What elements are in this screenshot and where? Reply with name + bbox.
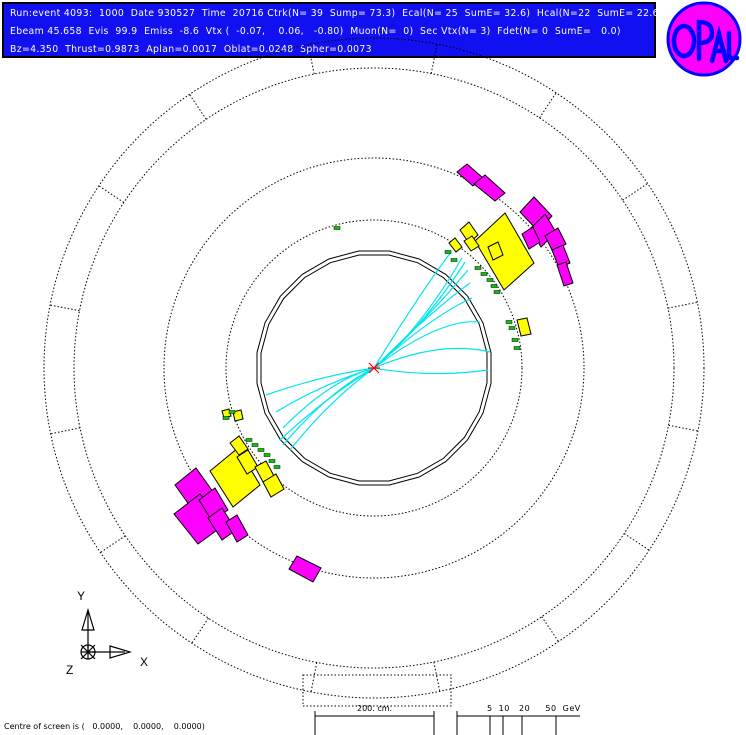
hit-marker xyxy=(474,266,482,270)
muon-ring-tick xyxy=(622,183,648,201)
event-info-panel: Run:event 4093: 1000 Date 930527 Time 20… xyxy=(2,2,663,58)
muon-ring-tick xyxy=(310,662,318,693)
muon-ring-tick xyxy=(430,43,438,74)
jet-chamber-inner xyxy=(260,254,488,482)
muon-ring-tick xyxy=(191,617,209,644)
hit-marker xyxy=(493,290,501,294)
hit-marker xyxy=(257,448,265,452)
track xyxy=(373,251,452,369)
ecal-clusters-upper xyxy=(448,212,535,337)
muon-ring-tick xyxy=(667,301,698,309)
vertex-marker xyxy=(368,362,380,374)
hit-marker xyxy=(450,258,458,262)
hit-marker xyxy=(480,272,488,276)
hit-marker xyxy=(490,284,498,288)
track xyxy=(279,367,375,441)
scale-bar xyxy=(314,711,435,735)
hit-marker xyxy=(222,416,230,420)
hit-marker xyxy=(511,338,519,342)
hit-marker xyxy=(505,320,513,324)
hit-marker xyxy=(513,346,521,350)
muon-ring-tick xyxy=(307,44,315,75)
hit-marker xyxy=(251,443,259,447)
ecal-boundary xyxy=(163,157,585,579)
muon-ring-tick xyxy=(541,616,559,642)
opal-logo xyxy=(666,1,742,77)
track xyxy=(373,297,473,369)
scale-label: 200. cm. xyxy=(357,704,393,713)
track xyxy=(289,367,375,451)
scale-box xyxy=(302,674,452,707)
muon-ring-tick xyxy=(539,92,557,119)
muon-chamber-outline xyxy=(43,37,705,699)
track xyxy=(373,321,481,369)
energy-scale-bar xyxy=(456,711,580,735)
axis-indicator xyxy=(80,607,133,660)
z-axis-label: Z xyxy=(66,663,73,677)
shape-info-line: Bz=4.350 Thrust=0.9873 Aplan=0.0017 Obla… xyxy=(10,44,372,55)
hit-marker xyxy=(273,465,281,469)
ecal-clusters-lower xyxy=(209,408,285,508)
hit-marker xyxy=(486,278,494,282)
track xyxy=(373,367,489,375)
run-info-line: Run:event 4093: 1000 Date 930527 Time 20… xyxy=(10,8,663,19)
hcal-clusters-upper xyxy=(456,163,574,287)
track xyxy=(373,282,471,369)
muon-ring-tick xyxy=(49,304,80,312)
hit-marker xyxy=(268,459,276,463)
track xyxy=(373,347,491,369)
centre-of-screen-text: Centre of screen is ( 0.0000, 0.0000, 0.… xyxy=(4,722,205,731)
hit-marker xyxy=(228,410,236,414)
x-axis-label: X xyxy=(140,655,148,669)
muon-ring-outer xyxy=(43,37,705,699)
energy-scale-label: 5 10 20 50 GeV xyxy=(487,704,581,713)
charged-tracks xyxy=(265,251,491,451)
hit-marker xyxy=(333,226,341,230)
muon-ring-inner xyxy=(73,67,675,669)
jet-chamber xyxy=(256,250,492,486)
muon-ring-tick xyxy=(623,533,650,551)
muon-ring-tick xyxy=(50,427,81,435)
hcal-clusters-lower xyxy=(173,467,322,583)
hit-marker xyxy=(263,453,271,457)
muon-ring-tick xyxy=(668,424,699,432)
hit-marker xyxy=(245,438,253,442)
muon-ring-tick xyxy=(189,94,207,120)
tof-boundary xyxy=(225,219,523,517)
hit-marker xyxy=(508,326,516,330)
track xyxy=(265,367,375,396)
jet-chamber-outer xyxy=(256,250,492,486)
muon-ring-tick xyxy=(100,535,126,553)
track xyxy=(373,257,463,369)
muon-ring-tick xyxy=(98,185,125,203)
beam-info-line: Ebeam 45.658 Evis 99.9 Emiss -8.6 Vtx ( … xyxy=(10,26,621,37)
hit-marker xyxy=(444,250,452,254)
hit-markers xyxy=(222,226,521,469)
y-axis-label: Y xyxy=(77,589,85,603)
track xyxy=(275,367,375,413)
muon-ring-tick xyxy=(433,661,441,692)
track xyxy=(373,261,466,369)
